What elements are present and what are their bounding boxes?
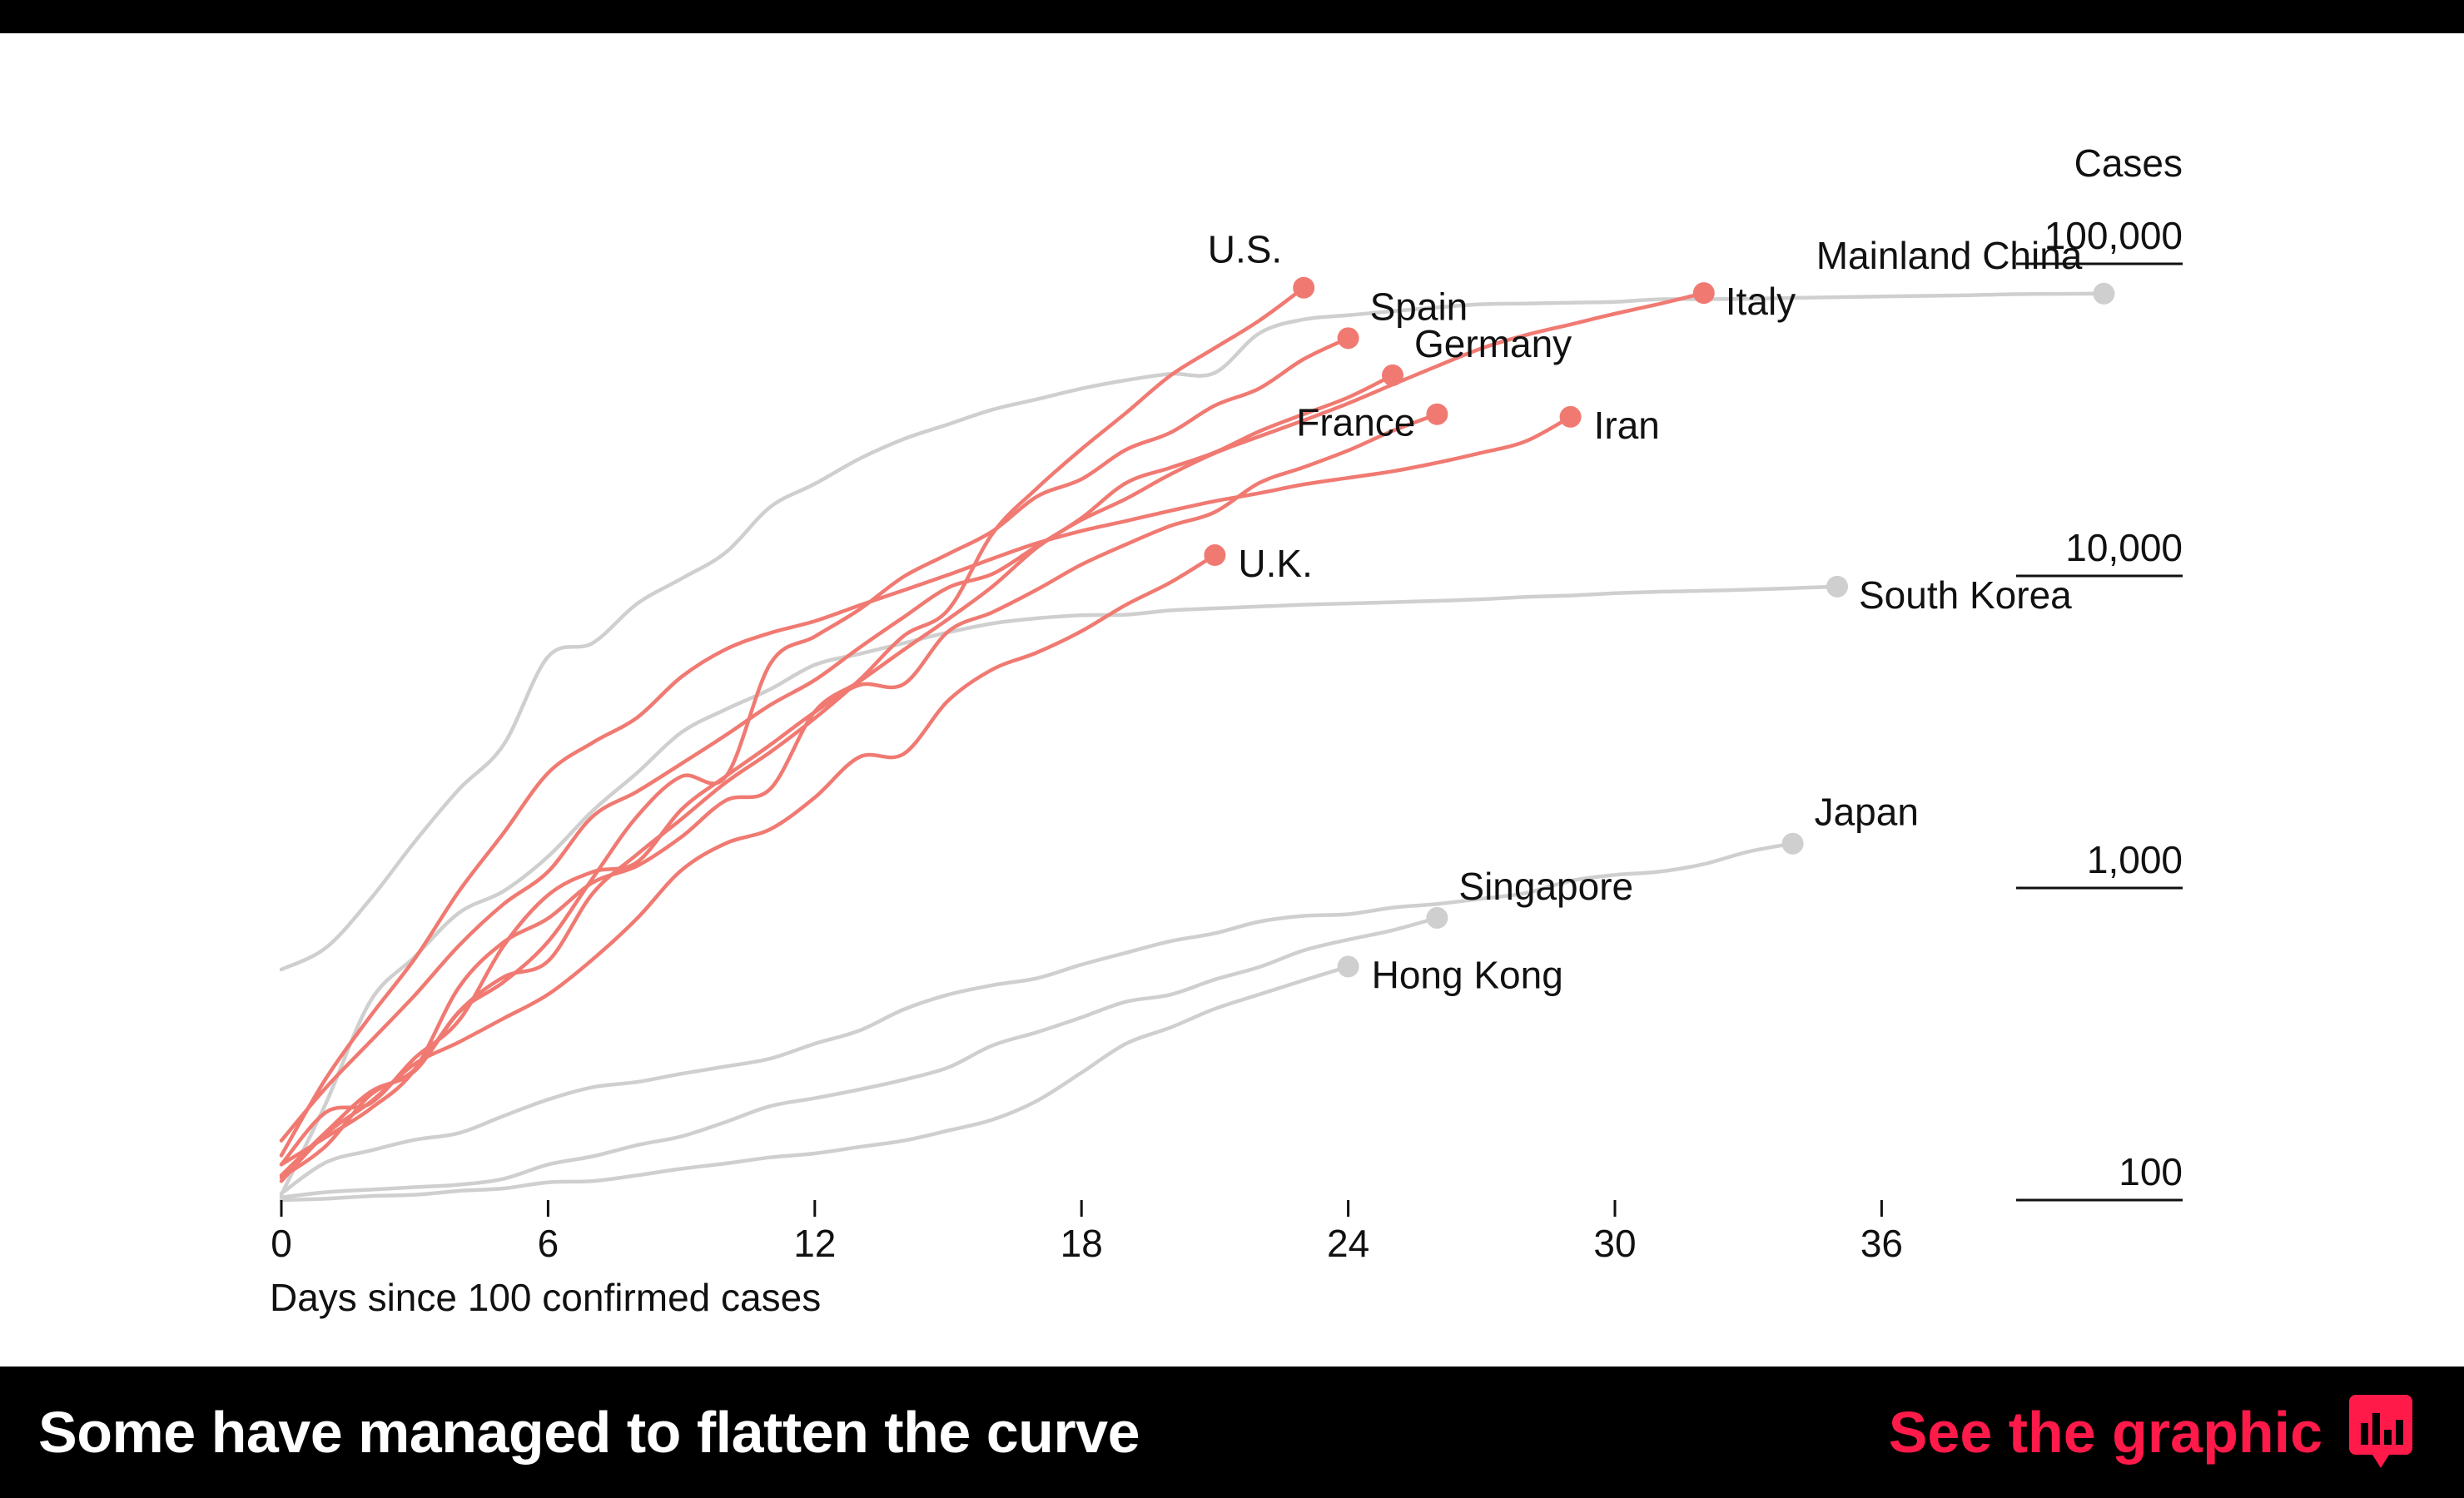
series-endpoint-u-k <box>1204 544 1226 567</box>
series-endpoint-italy <box>1692 282 1715 305</box>
x-tick-label-24: 24 <box>1327 1222 1369 1265</box>
y-axis-title: Cases <box>2074 141 2183 185</box>
x-tick-label-18: 18 <box>1061 1222 1103 1265</box>
x-tick-label-12: 12 <box>793 1222 836 1265</box>
series-endpoint-japan <box>1781 832 1804 855</box>
series-endpoint-france <box>1426 403 1448 425</box>
bar-chart-icon[interactable] <box>2347 1393 2414 1470</box>
series-label-singapore: Singapore <box>1458 865 1633 908</box>
chart-area: Cases 100 1,000 10,000 100,000 Mainland China… <box>0 33 2464 1367</box>
series-label-france: France <box>1296 401 1415 444</box>
series-label-spain: Spain <box>1370 285 1468 328</box>
series-line-mainland-china <box>279 291 2106 972</box>
series-line-france <box>279 412 1439 1167</box>
series-label-iran: Iran <box>1594 404 1660 447</box>
x-tick-label-30: 30 <box>1593 1222 1636 1265</box>
y-tick-label-1000: 1,000 <box>2087 838 2183 881</box>
series-line-germany <box>279 373 1395 1167</box>
series-endpoint-u-s <box>1293 276 1315 299</box>
series-endpoint-hong-kong <box>1337 955 1359 978</box>
series-label-u-s: U.S. <box>1208 228 1282 271</box>
series-line-italy <box>279 290 1706 1143</box>
series-label-japan: Japan <box>1815 791 1919 834</box>
series-line-south-korea <box>279 584 1840 1197</box>
x-tick-label-6: 6 <box>538 1222 559 1265</box>
series-label-u-k: U.K. <box>1238 542 1312 585</box>
series-line-japan <box>279 841 1795 1196</box>
see-graphic-link[interactable]: See the graphic <box>1888 1400 2322 1465</box>
series-endpoint-spain <box>1337 327 1359 350</box>
top-bar <box>0 0 2464 33</box>
series-endpoint-germany <box>1382 364 1403 386</box>
series-label-south-korea: South Korea <box>1859 573 2072 617</box>
x-axis-title: Days since 100 confirmed cases <box>270 1276 821 1319</box>
series-line-iran <box>279 414 1572 1158</box>
series-label-italy: Italy <box>1726 280 1796 323</box>
x-tick-label-0: 0 <box>271 1222 292 1265</box>
series-endpoint-iran <box>1559 405 1582 428</box>
series-line-u-k <box>279 553 1217 1183</box>
series-label-hong-kong: Hong Kong <box>1372 953 1563 996</box>
series-endpoint-mainland-china <box>2093 282 2115 305</box>
series-endpoint-singapore <box>1426 906 1448 929</box>
x-tick-label-36: 36 <box>1860 1222 1903 1265</box>
footer-bar: Some have managed to flatten the curve S… <box>0 1367 2464 1498</box>
y-tick-label-10000: 10,000 <box>2065 526 2183 569</box>
series-line-singapore <box>279 915 1439 1200</box>
series-endpoint-south-korea <box>1826 575 1848 598</box>
series-label-mainland-china: Mainland China <box>1816 234 2083 277</box>
y-tick-label-100: 100 <box>2119 1150 2183 1193</box>
series-line-spain <box>279 336 1350 1178</box>
series-line-hong-kong <box>279 965 1350 1203</box>
footer-title: Some have managed to flatten the curve <box>38 1400 1140 1465</box>
series-label-germany: Germany <box>1414 322 1572 365</box>
y-tick-label-100000: 100,000 <box>2044 214 2183 257</box>
